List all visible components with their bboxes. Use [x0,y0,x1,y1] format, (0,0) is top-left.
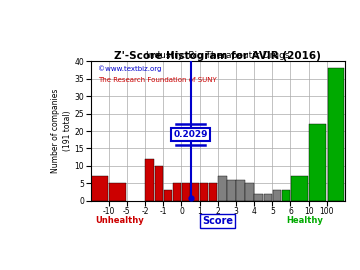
Bar [273,190,281,201]
Bar [209,183,217,201]
Bar [291,176,308,201]
Bar [246,183,254,201]
Text: 0.2029: 0.2029 [173,130,208,139]
Text: ©www.textbiz.org: ©www.textbiz.org [98,65,162,72]
Bar [227,180,235,201]
Bar [145,159,154,201]
Bar [200,183,208,201]
Text: The Research Foundation of SUNY: The Research Foundation of SUNY [98,76,217,83]
X-axis label: Score: Score [202,216,233,226]
Title: Z'-Score Histogram for AVIR (2016): Z'-Score Histogram for AVIR (2016) [114,51,321,61]
Bar [282,190,290,201]
Bar [264,194,272,201]
Bar [328,68,344,201]
Bar [255,194,263,201]
Text: Healthy: Healthy [287,216,323,225]
Bar [91,176,108,201]
Text: Unhealthy: Unhealthy [96,216,144,225]
Bar [154,166,163,201]
Bar [109,183,126,201]
Bar [236,180,245,201]
Bar [164,190,172,201]
Bar [173,183,181,201]
Bar [191,183,199,201]
Bar [309,124,326,201]
Bar [182,183,190,201]
Text: Industry: Bio Therapeutic Drugs: Industry: Bio Therapeutic Drugs [146,51,289,60]
Y-axis label: Number of companies
(191 total): Number of companies (191 total) [51,89,72,173]
Bar [218,176,226,201]
